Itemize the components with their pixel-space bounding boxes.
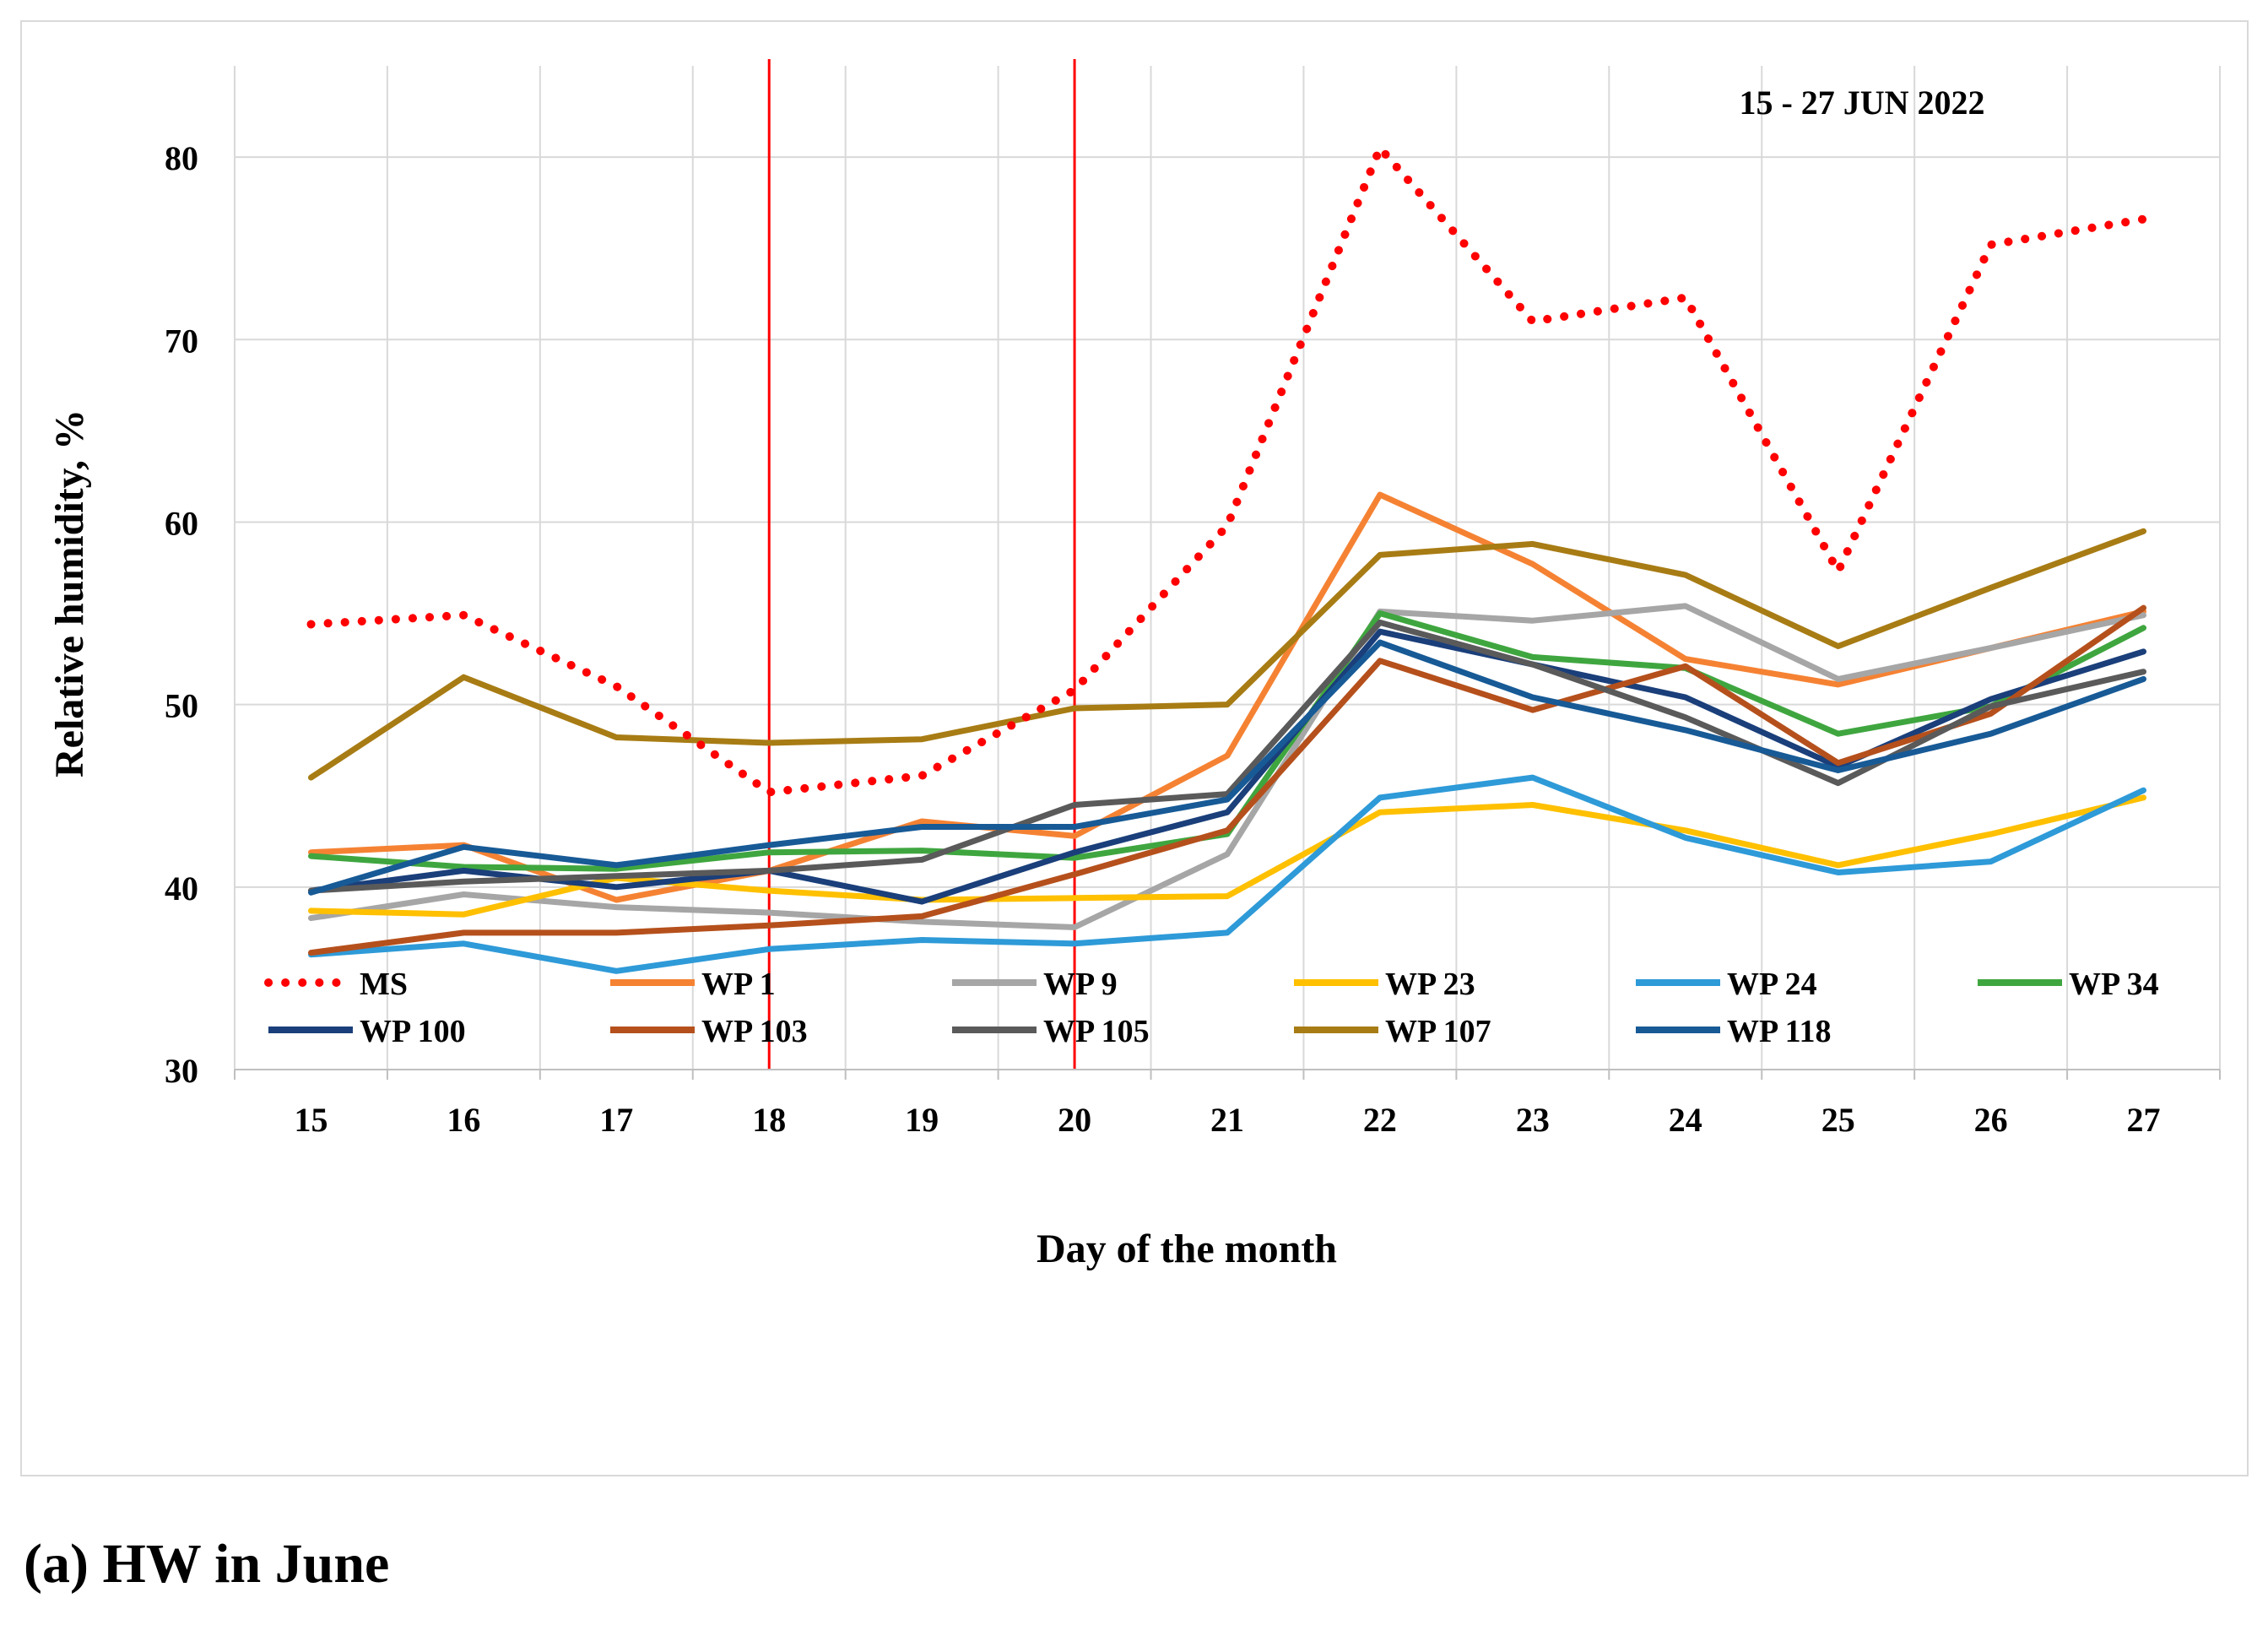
legend-label: WP 34 <box>2069 967 2159 1002</box>
x-tick-label: 16 <box>447 1101 480 1139</box>
series-line <box>308 619 2146 894</box>
legend-label: WP 103 <box>701 1014 808 1049</box>
x-tick-label: 26 <box>1974 1101 2008 1139</box>
y-tick-label: 60 <box>165 504 198 542</box>
legend-label: WP 118 <box>1727 1014 1832 1049</box>
legend-item: WP 107 <box>1294 1014 1491 1049</box>
legend-item: WP 103 <box>610 1014 808 1049</box>
series-line <box>308 528 2146 781</box>
series-line <box>308 639 2146 896</box>
grid <box>234 66 2221 1070</box>
y-tick-label: 50 <box>165 687 198 725</box>
figure-caption: (a) HW in June <box>24 1533 390 1595</box>
x-tick-label: 18 <box>752 1101 786 1139</box>
line-chart: 30 40 50 60 70 80 15 16 17 18 19 20 21 22 23 24 25 26 27 M… <box>47 59 2221 1271</box>
legend-item: WP 23 <box>1294 967 1475 1002</box>
date-range-annotation: 15 - 27 JUN 2022 <box>1739 84 1984 122</box>
legend-item: WP 1 <box>610 967 776 1002</box>
x-tick-label: 24 <box>1669 1101 1702 1139</box>
x-tick-label: 21 <box>1210 1101 1244 1139</box>
legend-label: WP 107 <box>1385 1014 1491 1049</box>
y-tick-label: 80 <box>165 139 198 177</box>
legend-label: WP 1 <box>701 967 776 1002</box>
series-lines <box>306 144 2148 974</box>
legend-item: WP 24 <box>1636 967 1817 1002</box>
x-tick-label: 20 <box>1058 1101 1091 1139</box>
legend-label: WP 23 <box>1385 967 1475 1002</box>
x-tick-label: 22 <box>1363 1101 1397 1139</box>
x-tick-label: 27 <box>2127 1101 2161 1139</box>
series-line <box>308 604 2146 956</box>
legend-item: WP 100 <box>268 1014 466 1049</box>
y-axis-label: Relative humidity, % <box>47 409 92 777</box>
x-tick-label: 25 <box>1821 1101 1855 1139</box>
legend: MS WP 1 WP 9 WP 23 WP 24 WP 34 WP 100 WP 103 WP … <box>264 967 2159 1049</box>
legend-item: MS <box>264 967 408 1002</box>
legend-label: WP 24 <box>1727 967 1817 1002</box>
legend-item: WP 34 <box>1978 967 2159 1002</box>
legend-item: WP 118 <box>1636 1014 1832 1049</box>
legend-label: WP 105 <box>1043 1014 1150 1049</box>
x-tick-label: 15 <box>294 1101 327 1139</box>
series-line <box>308 491 2146 903</box>
x-axis-label: Day of the month <box>1037 1227 1337 1271</box>
x-tick-label: 19 <box>905 1101 939 1139</box>
x-tick-label: 23 <box>1516 1101 1550 1139</box>
legend-label: MS <box>360 967 408 1002</box>
series-line <box>308 628 2146 905</box>
series-line <box>308 603 2146 930</box>
series-line <box>306 144 2148 797</box>
legend-item: WP 9 <box>952 967 1118 1002</box>
series-line <box>308 774 2146 974</box>
day-markers <box>767 59 1076 1070</box>
axes: 30 40 50 60 70 80 15 16 17 18 19 20 21 22 23 24 25 26 27 <box>165 139 2221 1139</box>
legend-label: WP 9 <box>1043 967 1118 1002</box>
series-line <box>308 610 2146 872</box>
y-tick-label: 70 <box>165 322 198 360</box>
y-tick-label: 40 <box>165 869 198 907</box>
y-tick-label: 30 <box>165 1052 198 1090</box>
legend-item: WP 105 <box>952 1014 1150 1049</box>
x-tick-label: 17 <box>599 1101 633 1139</box>
legend-label: WP 100 <box>360 1014 466 1049</box>
